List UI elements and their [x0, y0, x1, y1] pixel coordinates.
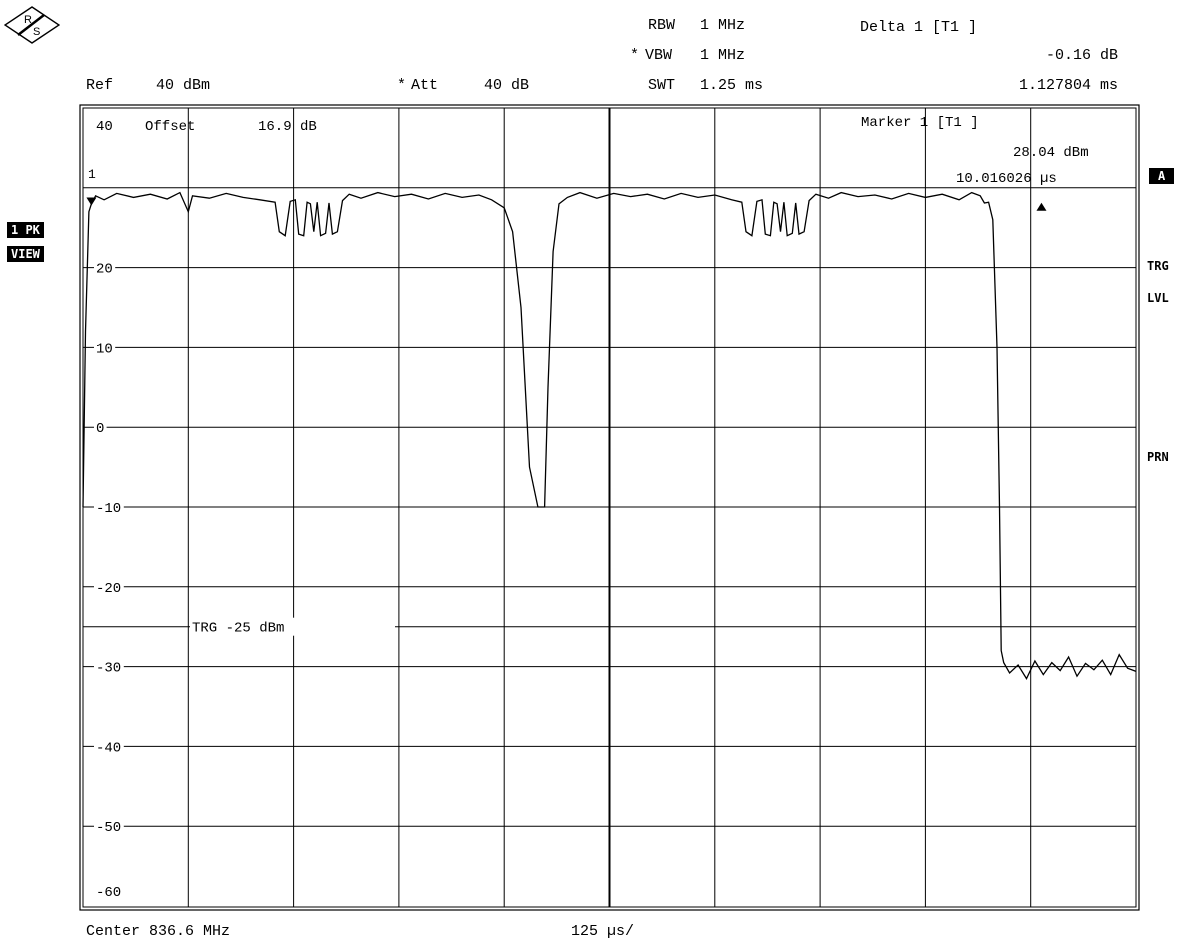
- marker-1-level: 28.04 dBm: [1013, 145, 1089, 161]
- y-tick-label: -60: [96, 885, 121, 901]
- y-tick-label: -10: [96, 501, 121, 517]
- y-tick-label: 10: [96, 341, 113, 357]
- time-per-division: 125 µs/: [571, 923, 635, 940]
- marker-1-label: Marker 1 [T1 ]: [861, 115, 979, 131]
- att-label: Att: [411, 77, 439, 94]
- y-tick-label-bg: [94, 738, 124, 755]
- y-tick-label: -50: [96, 820, 121, 836]
- ref-value: 40 dBm: [156, 77, 211, 94]
- swt-label: SWT: [648, 77, 676, 94]
- svg-text:S: S: [33, 26, 40, 38]
- trace-a-badge: A: [1149, 168, 1175, 184]
- vbw-label: VBW: [645, 47, 673, 64]
- y-tick-label: -40: [96, 740, 121, 756]
- offset-label: Offset: [145, 119, 195, 135]
- marker-1-number: 1: [88, 167, 96, 182]
- swt-value: 1.25 ms: [700, 77, 764, 94]
- trigger-level-label: TRG -25 dBm: [192, 621, 284, 637]
- lvl-indicator: LVL: [1147, 291, 1169, 305]
- ref-label: Ref: [86, 77, 114, 94]
- svg-text:R: R: [24, 14, 32, 26]
- delta-marker-triangle: [1036, 202, 1047, 211]
- marker-1-triangle: [86, 197, 97, 206]
- trigger-label-bg: [190, 617, 395, 636]
- y-tick-label: -30: [96, 661, 121, 677]
- rbw-value: 1 MHz: [700, 17, 746, 34]
- delta-time: 1.127804 ms: [1018, 77, 1118, 94]
- vbw-value: 1 MHz: [700, 47, 746, 64]
- rbw-label: RBW: [648, 17, 676, 34]
- trace-mode-badge: 1 PK: [7, 222, 44, 238]
- view-badge: VIEW: [7, 246, 44, 262]
- y-tick-label-bg: [94, 339, 116, 356]
- att-star: *: [397, 77, 407, 94]
- rohde-schwarz-logo: R S: [4, 6, 60, 44]
- y-tick-label: 40: [96, 119, 113, 135]
- plot-frame-outer: [79, 104, 1140, 911]
- prn-indicator: PRN: [1147, 450, 1169, 464]
- delta-marker-label: Delta 1 [T1 ]: [860, 19, 978, 36]
- y-tick-label: 20: [96, 262, 113, 278]
- center-frequency: Center 836.6 MHz: [86, 923, 231, 940]
- vbw-star: *: [630, 47, 640, 64]
- trg-indicator: TRG: [1147, 259, 1169, 273]
- att-value: 40 dB: [484, 77, 530, 94]
- marker-1-time: 10.016026 µs: [956, 171, 1057, 187]
- offset-value: 16.9 dB: [258, 119, 317, 135]
- y-tick-label-bg: [94, 419, 107, 436]
- y-tick-label-bg: [94, 578, 124, 595]
- y-tick-label-bg: [94, 499, 124, 515]
- trace-line: [82, 191, 1137, 680]
- y-tick-label-bg: [94, 658, 124, 675]
- y-tick-label: -20: [96, 581, 121, 597]
- y-tick-label-bg: [94, 818, 124, 835]
- delta-level: -0.16 dB: [1045, 47, 1118, 64]
- y-tick-label: 0: [96, 421, 104, 437]
- y-tick-label-bg: [94, 259, 116, 276]
